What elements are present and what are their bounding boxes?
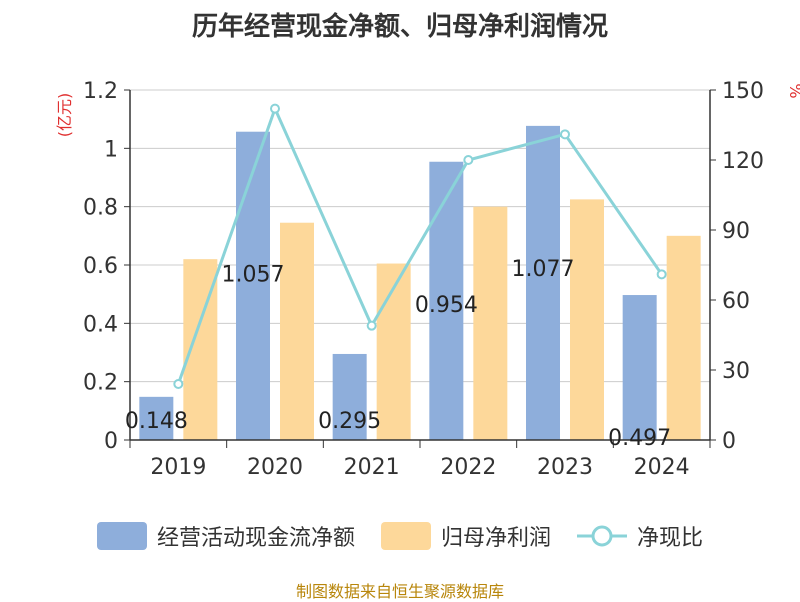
data-labels: 0.148 1.057 0.295 0.954 1.077 0.497: [125, 257, 671, 451]
source-note: 制图数据来自恒生聚源数据库: [295, 582, 504, 601]
y-left-tick-label: 0.2: [83, 371, 118, 396]
x-tick-label: 2020: [247, 455, 303, 480]
x-tick-label: 2021: [344, 455, 400, 480]
data-label-cashflow-2022: 0.954: [415, 293, 478, 318]
y-left-tick-label: 0: [104, 429, 118, 454]
data-label-cashflow-2019: 0.148: [125, 409, 188, 434]
point-ratio-2024: [656, 269, 667, 280]
bar-netprofit-2022: [473, 206, 508, 440]
point-ratio-2021: [366, 320, 377, 331]
point-ratio-2023: [560, 129, 570, 140]
data-label-cashflow-2021: 0.295: [318, 409, 381, 434]
bar-cashflow-2021: [332, 353, 367, 440]
legend-swatch-netprofit: [380, 522, 431, 550]
legend-label-ratio: 净现比: [637, 526, 704, 551]
x-tick-label: 2022: [440, 455, 496, 480]
legend-item-cashflow[interactable]: 经营活动现金流净额: [96, 520, 355, 552]
y-left-axis-label: (亿元): [55, 93, 74, 138]
bar-series: [139, 125, 701, 441]
y-left-tick-label: 0.4: [83, 312, 118, 337]
y-left-tick-label: 0.6: [83, 254, 118, 279]
y-right-tick-label: 30: [722, 359, 750, 384]
legend: 经营活动现金流净额 归母净利润 净现比: [0, 516, 800, 556]
y-left-tick-label: 1: [104, 137, 118, 162]
bar-cashflow-2019: [139, 396, 174, 440]
legend-swatch-cashflow: [96, 522, 147, 550]
x-tick-label: 2019: [150, 455, 206, 480]
line-ratio: [176, 104, 663, 385]
y-right-tick-label: 60: [722, 289, 750, 314]
y-right-tick-label: 0: [722, 429, 736, 454]
chart-title: 历年经营现金净额、归母净利润情况: [191, 12, 608, 42]
data-label-cashflow-2024: 0.497: [608, 426, 671, 451]
legend-item-ratio[interactable]: 净现比: [577, 520, 703, 552]
axes: 0 0.2 0.4 0.6 0.8 1 1.2 0 30 60 90 120 150 2019 2020 20…: [55, 79, 800, 480]
line-series: [173, 103, 667, 389]
legend-label-netprofit: 归母净利润: [440, 526, 551, 551]
bar-netprofit-2024: [666, 235, 701, 440]
y-left-tick-label: 0.8: [83, 196, 118, 221]
point-ratio-2022: [463, 155, 474, 165]
x-tick-label: 2024: [634, 455, 690, 480]
point-ratio-2019: [173, 379, 184, 389]
legend-label-cashflow: 经营活动现金流净额: [156, 526, 355, 551]
y-left-tick-label: 1.2: [83, 79, 118, 104]
bar-cashflow-2024: [622, 295, 657, 440]
data-label-cashflow-2020: 1.057: [222, 263, 285, 288]
x-tick-label: 2023: [537, 455, 593, 480]
y-right-tick-label: 120: [722, 149, 764, 174]
y-right-tick-label: 90: [722, 219, 750, 244]
legend-item-netprofit[interactable]: 归母净利润: [380, 520, 551, 552]
data-label-cashflow-2023: 1.077: [512, 257, 575, 282]
bar-netprofit-2020: [280, 222, 314, 440]
legend-swatch-ratio: [577, 525, 627, 547]
point-ratio-2020: [270, 103, 280, 114]
bar-cashflow-2020: [236, 131, 270, 441]
bar-netprofit-2021: [376, 263, 411, 440]
y-right-axis-label: %: [786, 83, 800, 98]
y-right-tick-label: 150: [722, 79, 764, 104]
bar-cashflow-2023: [526, 125, 560, 440]
bar-cashflow-2022: [429, 161, 464, 440]
bar-netprofit-2023: [570, 199, 604, 440]
